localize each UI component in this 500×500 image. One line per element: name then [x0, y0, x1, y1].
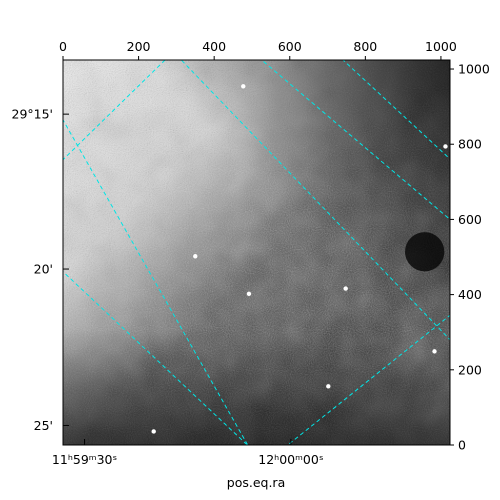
ra-grid-line [287, 314, 450, 445]
bright-source [432, 349, 437, 354]
dec-tick-label: 20' [34, 262, 53, 277]
bright-source [343, 286, 348, 291]
top-tick-label: 600 [278, 39, 302, 54]
top-tick-label: 800 [353, 39, 377, 54]
image-layer [63, 60, 450, 445]
plot-frame [62, 59, 451, 446]
top-tick-label: 200 [127, 39, 151, 54]
dec-grid-line [63, 270, 249, 445]
top-tick-label: 0 [59, 39, 67, 54]
right-tick-label: 400 [458, 287, 482, 302]
top-tick-label: 400 [202, 39, 226, 54]
bright-source [443, 144, 448, 149]
dec-grid-line [180, 60, 450, 341]
ra-tick-label: 12ʰ00ᵐ00ˢ [258, 452, 323, 467]
ra-grid-line [260, 60, 450, 220]
ra-tick-label: 11ʰ59ᵐ30ˢ [52, 452, 117, 467]
dark-blob [405, 232, 445, 272]
right-tick-label: 800 [458, 137, 482, 152]
x-axis-title: pos.eq.ra [227, 475, 285, 490]
dec-tick-label: 29°15' [12, 107, 54, 122]
right-tick-label: 600 [458, 212, 482, 227]
right-tick-label: 1000 [458, 62, 490, 77]
right-tick-label: 0 [458, 438, 466, 453]
bright-source [151, 429, 156, 434]
bright-source [326, 384, 331, 389]
ra-grid-line [63, 60, 166, 161]
bright-source [193, 254, 198, 259]
ra-grid-line [63, 118, 249, 445]
bright-source [246, 291, 252, 297]
bright-source [241, 84, 246, 89]
top-tick-label: 1000 [425, 39, 457, 54]
dec-tick-label: 25' [34, 418, 53, 433]
right-tick-label: 200 [458, 362, 482, 377]
